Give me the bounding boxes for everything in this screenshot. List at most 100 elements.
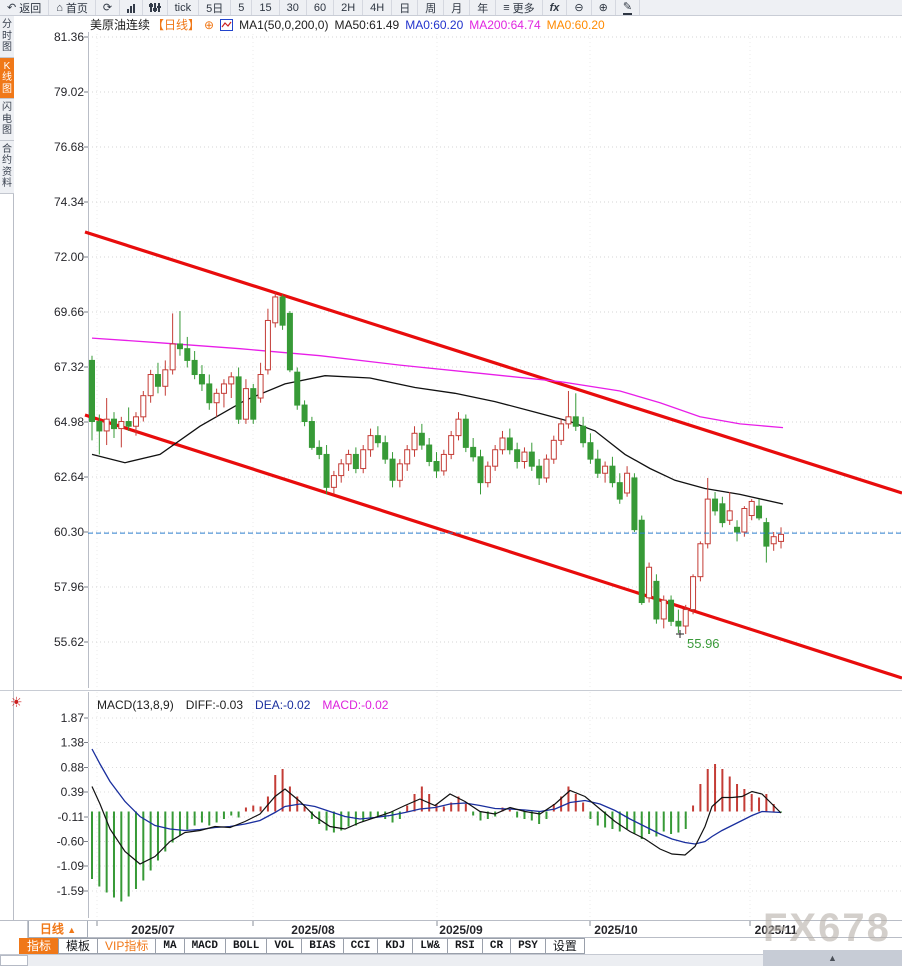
- candle-body: [118, 421, 125, 430]
- macd-axis-label: -0.60: [57, 835, 85, 849]
- sidebar-item-kline-chart[interactable]: K线图: [0, 57, 14, 99]
- candle-body: [748, 500, 755, 517]
- period-selector[interactable]: 日线 ▲: [28, 921, 88, 938]
- macd-axis-label: 1.87: [61, 711, 85, 725]
- tab-indicator[interactable]: 指标: [19, 938, 60, 954]
- interval-year[interactable]: 年: [470, 0, 497, 15]
- tab-vol[interactable]: VOL: [266, 938, 303, 954]
- price-axis-label: 72.00: [54, 250, 84, 264]
- candle-body: [572, 416, 579, 427]
- bottom-scrollbar[interactable]: [0, 954, 902, 966]
- zoom-in-button[interactable]: ⊕: [591, 0, 616, 15]
- tab-template[interactable]: 模板: [58, 938, 99, 954]
- tab-macd[interactable]: MACD: [183, 938, 226, 954]
- candle-body: [506, 437, 513, 451]
- zoom-in-icon: ⊕: [598, 1, 608, 14]
- zoom-out-icon: ⊖: [574, 1, 584, 14]
- macd-axis-label: -1.59: [57, 884, 85, 898]
- interval-4h[interactable]: 4H: [363, 0, 393, 15]
- refresh-button[interactable]: ⟳: [95, 0, 121, 15]
- candle-body: [484, 465, 491, 484]
- interval-30[interactable]: 30: [279, 0, 307, 15]
- tab-cr[interactable]: CR: [481, 938, 512, 954]
- interval-5d[interactable]: 5日: [199, 0, 232, 15]
- kline-settings-icon[interactable]: [220, 18, 234, 31]
- candle-body: [697, 543, 704, 578]
- interval-5[interactable]: 5: [231, 0, 253, 15]
- candle-body: [462, 418, 469, 448]
- candle-body: [653, 580, 660, 620]
- candle-body: [140, 395, 147, 418]
- ma-settings-label: MA1(50,0,200,0): [239, 17, 329, 32]
- candle-body: [778, 533, 785, 542]
- period-tag: 【日线】: [152, 18, 201, 32]
- toolbar-label: 15: [259, 1, 272, 14]
- tab-psy[interactable]: PSY: [510, 938, 546, 954]
- tab-rsi[interactable]: RSI: [447, 938, 483, 954]
- price-axis-label: 64.98: [54, 415, 84, 429]
- home-icon: ⌂: [56, 1, 63, 14]
- x-axis-strip: 日线 ▲ 2025/07 2025/08 2025/09 2025/10 2025/11: [0, 920, 902, 938]
- interval-60[interactable]: 60: [306, 0, 335, 15]
- toolbar-label: 更多: [512, 2, 535, 15]
- tab-cci[interactable]: CCI: [342, 938, 379, 954]
- macd-macd-value: MACD:-0.02: [322, 698, 389, 712]
- tab-settings[interactable]: 设置: [544, 938, 585, 954]
- interval-month[interactable]: 月: [444, 0, 471, 15]
- candle-body: [169, 343, 176, 371]
- candle-body: [741, 507, 748, 533]
- candle-body: [89, 359, 95, 423]
- period-label: 日线: [39, 922, 64, 936]
- candle-body: [198, 374, 205, 385]
- candle-body: [565, 416, 572, 425]
- axis-corner-box: [0, 921, 28, 938]
- back-button[interactable]: ↶ 返回: [0, 0, 50, 15]
- panel-collapse-handle[interactable]: ▲: [763, 950, 902, 966]
- fx-button[interactable]: fx: [542, 0, 568, 15]
- candle-body: [638, 519, 645, 604]
- price-axis-label: 55.62: [54, 635, 84, 649]
- chart-header: 美原油连续 【日线】 ⊕ MA1(50,0,200,0) MA50:61.49 …: [90, 17, 605, 33]
- candle-body: [558, 423, 565, 441]
- sidebar-item-flash-chart[interactable]: 闪电图: [0, 99, 14, 141]
- price-axis-label: 79.02: [54, 85, 84, 99]
- interval-week[interactable]: 周: [418, 0, 445, 15]
- tab-bias[interactable]: BIAS: [301, 938, 344, 954]
- macd-panel-icon[interactable]: ☀: [10, 694, 23, 710]
- interval-day[interactable]: 日: [392, 0, 419, 15]
- sidebar-item-contract-info[interactable]: 合约资料: [0, 140, 14, 194]
- candle-body: [418, 432, 425, 446]
- candle-body: [726, 510, 733, 521]
- tab-vip-indicator[interactable]: VIP指标: [97, 938, 157, 954]
- x-axis-month-label: 2025/07: [131, 923, 175, 937]
- toolbar-label: 60: [313, 1, 327, 14]
- add-indicator-icon[interactable]: ⊕: [204, 17, 215, 32]
- tab-boll[interactable]: BOLL: [224, 938, 268, 954]
- zoom-out-button[interactable]: ⊖: [567, 0, 592, 15]
- menu-icon: ≡: [503, 1, 510, 14]
- chart-type-button[interactable]: [120, 0, 144, 15]
- candle-body: [206, 383, 213, 404]
- indicator-settings-button[interactable]: [143, 0, 168, 15]
- candle-body: [184, 348, 191, 361]
- candle-body: [235, 376, 242, 420]
- candle-body: [433, 460, 440, 472]
- toolbar-label: 年: [477, 2, 489, 15]
- candle-body: [440, 453, 447, 472]
- home-button[interactable]: ⌂ 首页: [49, 0, 96, 15]
- sidebar-item-time-chart[interactable]: 分时图: [0, 16, 14, 58]
- interval-15[interactable]: 15: [252, 0, 280, 15]
- candle-body: [682, 609, 689, 627]
- candle-body: [528, 451, 535, 467]
- more-button[interactable]: ≡ 更多: [496, 0, 543, 15]
- toolbar-label: 首页: [65, 2, 88, 15]
- interval-2h[interactable]: 2H: [334, 0, 364, 15]
- draw-button[interactable]: ✎: [615, 0, 641, 15]
- panel-arrow-icon: ▲: [828, 953, 837, 963]
- lower-trendline: [84, 413, 902, 680]
- ma50-value: MA50:61.49: [334, 17, 400, 32]
- candle-body: [389, 458, 396, 481]
- interval-tick[interactable]: tick: [167, 0, 200, 15]
- indicator-tab-bar: 指标 模板 VIP指标 MA MACD BOLL VOL BIAS CCI KDJ LW& RSI CR…: [0, 938, 902, 954]
